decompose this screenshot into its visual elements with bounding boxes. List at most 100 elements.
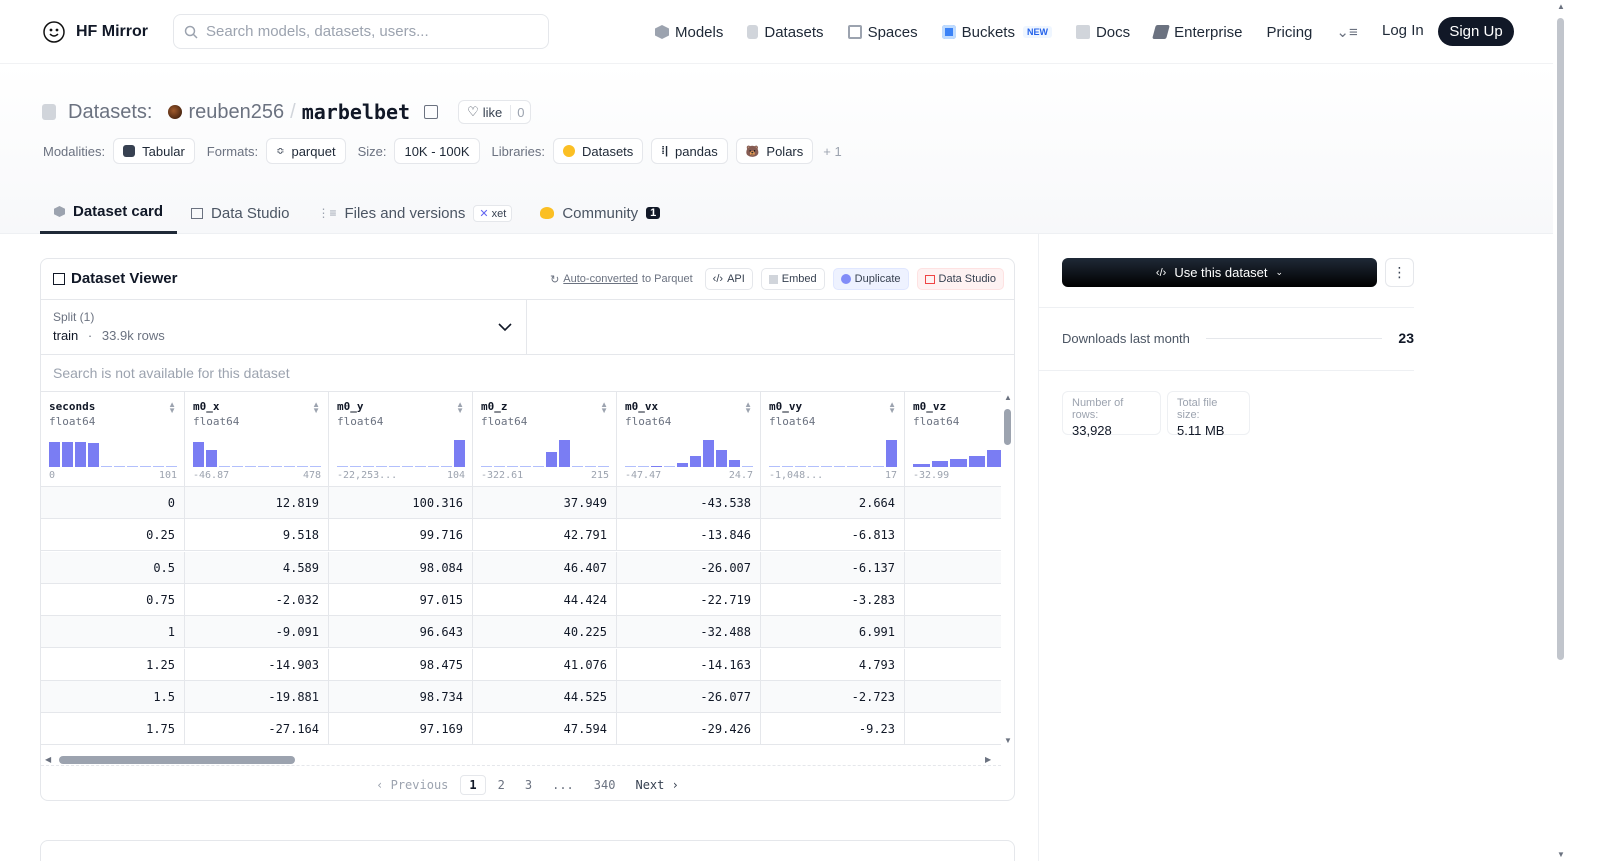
table-cell[interactable]: 2.664	[761, 487, 905, 519]
table-cell[interactable]: 9.518	[185, 519, 329, 552]
table-cell[interactable]: 12.819	[185, 487, 329, 519]
column-histogram[interactable]	[625, 439, 753, 467]
scroll-down-icon[interactable]: ▼	[1004, 736, 1012, 745]
table-row[interactable]: 0.25 9.518 99.716 42.791 -13.846 -6.813	[41, 519, 1001, 552]
histogram-bar[interactable]	[690, 455, 701, 467]
table-cell[interactable]	[905, 649, 1001, 681]
sort-icon[interactable]: ▲ ▼	[888, 400, 896, 415]
table-vertical-scrollbar[interactable]: ▲ ▼	[1001, 391, 1014, 746]
histogram-bar[interactable]	[950, 458, 967, 467]
libraries-more[interactable]: + 1	[823, 143, 842, 159]
table-cell[interactable]	[905, 616, 1001, 648]
table-cell[interactable]: -26.077	[617, 680, 761, 713]
histogram-bar[interactable]	[101, 466, 112, 467]
nav-pricing[interactable]: Pricing	[1267, 24, 1313, 41]
table-cell[interactable]: -6.813	[761, 519, 905, 552]
table-cell[interactable]: 44.424	[473, 583, 617, 616]
histogram-bar[interactable]	[376, 466, 387, 467]
page-button-1[interactable]: 1	[460, 775, 486, 795]
scroll-thumb[interactable]	[1557, 18, 1564, 660]
table-cell[interactable]: 97.015	[329, 583, 473, 616]
histogram-bar[interactable]	[716, 450, 727, 467]
scroll-thumb[interactable]	[59, 756, 295, 764]
table-cell[interactable]: -6.137	[761, 551, 905, 584]
format-chip-parquet[interactable]: ≎ parquet	[266, 138, 346, 164]
page-button-2[interactable]: 2	[497, 778, 505, 792]
api-button[interactable]: ‹/› API	[704, 268, 753, 290]
histogram-bar[interactable]	[664, 466, 675, 467]
table-cell[interactable]: 98.734	[329, 680, 473, 713]
table-cell[interactable]: -14.903	[185, 648, 329, 681]
repo-owner[interactable]: reuben256	[188, 100, 285, 123]
library-chip-polars[interactable]: 🐻 Polars	[735, 138, 814, 164]
table-row[interactable]: 1.25 -14.903 98.475 41.076 -14.163 4.793	[41, 648, 1001, 681]
table-cell[interactable]: 41.076	[473, 648, 617, 681]
table-cell[interactable]: 37.949	[473, 487, 617, 519]
scroll-right-icon[interactable]: ▶	[985, 755, 992, 764]
table-cell[interactable]: -19.881	[185, 680, 329, 713]
column-header-m0-z[interactable]: m0_z float64 ▲ ▼ -322.61 215	[473, 391, 617, 487]
table-cell[interactable]	[905, 713, 1001, 745]
histogram-bar[interactable]	[742, 466, 753, 467]
histogram-bar[interactable]	[153, 466, 164, 467]
histogram-bar[interactable]	[363, 466, 374, 467]
histogram-bar[interactable]	[481, 466, 492, 467]
table-cell[interactable]: 96.643	[329, 616, 473, 649]
nav-more-menu[interactable]: ⌄≡	[1336, 23, 1357, 41]
table-cell[interactable]: 98.475	[329, 648, 473, 681]
nav-spaces[interactable]: Spaces	[847, 24, 918, 41]
histogram-bar[interactable]	[258, 466, 269, 467]
table-cell[interactable]	[905, 681, 1001, 713]
embed-button[interactable]: Embed	[760, 268, 825, 290]
histogram-bar[interactable]	[415, 466, 426, 467]
tab-community[interactable]: Community 1	[526, 192, 674, 234]
histogram-bar[interactable]	[559, 440, 570, 467]
table-cell[interactable]: 0.75	[41, 583, 185, 616]
table-horizontal-scrollbar[interactable]: ◀ ▶	[41, 752, 1001, 766]
signup-button[interactable]: Sign Up	[1438, 17, 1514, 46]
histogram-bar[interactable]	[310, 466, 321, 467]
histogram-bar[interactable]	[271, 466, 282, 467]
table-cell[interactable]	[905, 584, 1001, 616]
like-button[interactable]: ♡ like 0	[458, 100, 532, 124]
more-options-button[interactable]: ⋮	[1385, 258, 1414, 287]
table-cell[interactable]: -2.723	[761, 680, 905, 713]
sort-icon[interactable]: ▲ ▼	[744, 400, 752, 415]
use-this-dataset-button[interactable]: ‹/› Use this dataset ⌄	[1062, 258, 1377, 287]
table-row[interactable]: 1 -9.091 96.643 40.225 -32.488 6.991	[41, 616, 1001, 649]
histogram-bar[interactable]	[337, 466, 348, 467]
histogram-bar[interactable]	[75, 441, 86, 467]
split-selector[interactable]: Split (1) train · 33.9k rows	[41, 300, 527, 355]
histogram-bar[interactable]	[847, 466, 858, 467]
histogram-bar[interactable]	[533, 466, 544, 467]
table-cell[interactable]	[905, 487, 1001, 519]
column-histogram[interactable]	[769, 439, 897, 467]
prev-page-button[interactable]: ‹ Previous	[376, 778, 449, 792]
histogram-bar[interactable]	[454, 440, 465, 467]
histogram-bar[interactable]	[638, 466, 649, 467]
next-page-button[interactable]: Next ›	[635, 778, 679, 792]
library-chip-datasets[interactable]: Datasets	[552, 138, 644, 164]
histogram-bar[interactable]	[88, 443, 99, 467]
table-cell[interactable]: 42.791	[473, 519, 617, 552]
table-cell[interactable]: 40.225	[473, 616, 617, 649]
histogram-bar[interactable]	[350, 466, 361, 467]
histogram-bar[interactable]	[245, 466, 256, 467]
table-row[interactable]: 1.5 -19.881 98.734 44.525 -26.077 -2.723	[41, 680, 1001, 713]
histogram-bar[interactable]	[572, 466, 583, 467]
table-cell[interactable]: 99.716	[329, 519, 473, 552]
histogram-bar[interactable]	[873, 466, 884, 467]
nav-datasets[interactable]: Datasets	[747, 24, 824, 41]
histogram-bar[interactable]	[795, 466, 806, 467]
column-header-m0-vy[interactable]: m0_vy float64 ▲ ▼ -1,048... 17	[761, 391, 905, 487]
nav-enterprise[interactable]: Enterprise	[1152, 24, 1243, 41]
library-chip-pandas[interactable]: ⁞| pandas	[651, 138, 728, 164]
histogram-bar[interactable]	[782, 466, 793, 467]
table-cell[interactable]: 44.525	[473, 680, 617, 713]
table-cell[interactable]: -22.719	[617, 583, 761, 616]
table-cell[interactable]: -3.283	[761, 583, 905, 616]
histogram-bar[interactable]	[206, 450, 217, 467]
sort-icon[interactable]: ▲ ▼	[168, 400, 176, 415]
table-cell[interactable]: 97.169	[329, 713, 473, 746]
column-histogram[interactable]	[913, 439, 1001, 467]
